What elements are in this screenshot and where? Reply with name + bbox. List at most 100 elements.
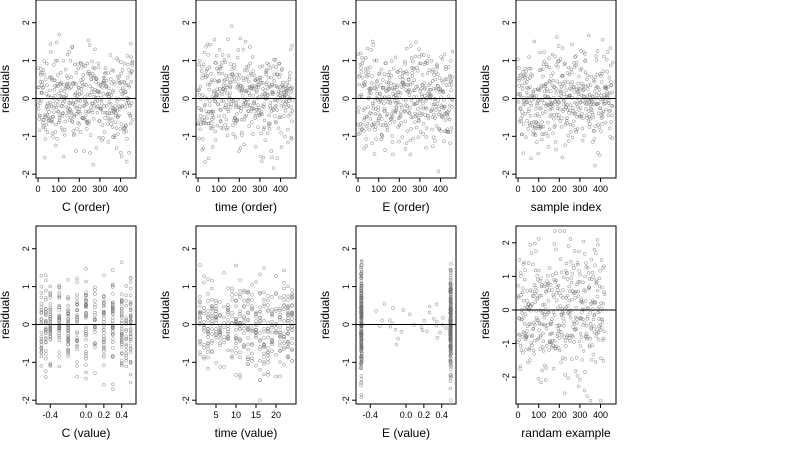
data-point xyxy=(261,155,266,160)
data-point xyxy=(206,313,210,317)
data-point xyxy=(359,365,363,370)
data-point xyxy=(546,273,550,278)
data-point xyxy=(396,336,400,341)
data-point xyxy=(258,337,262,342)
data-point xyxy=(124,351,128,356)
data-point xyxy=(258,368,262,372)
data-point xyxy=(588,322,593,326)
data-point xyxy=(601,336,606,341)
data-point xyxy=(87,69,91,74)
data-point xyxy=(43,127,48,132)
data-point xyxy=(369,48,374,52)
data-point xyxy=(388,318,392,322)
data-point xyxy=(258,305,262,310)
data-point xyxy=(75,280,79,284)
data-point xyxy=(449,315,453,320)
data-point xyxy=(102,340,106,344)
data-point xyxy=(569,276,574,280)
data-point xyxy=(235,118,240,122)
data-point xyxy=(559,360,563,365)
data-point xyxy=(124,124,128,128)
data-point xyxy=(48,312,53,316)
data-point xyxy=(198,310,202,315)
data-point xyxy=(40,80,45,84)
data-point xyxy=(390,134,394,138)
data-point xyxy=(256,125,260,130)
data-point xyxy=(549,89,553,93)
data-point xyxy=(266,335,270,340)
data-point xyxy=(557,107,562,111)
data-point xyxy=(44,318,48,323)
data-point xyxy=(290,85,295,90)
data-point xyxy=(44,375,48,379)
data-point xyxy=(525,118,529,123)
data-point xyxy=(448,339,453,344)
data-point xyxy=(124,129,128,134)
plot-frame xyxy=(195,225,297,405)
data-point xyxy=(609,80,613,84)
data-point xyxy=(551,95,556,100)
data-point xyxy=(448,337,453,341)
data-point xyxy=(380,135,385,139)
data-point xyxy=(359,377,364,381)
data-point xyxy=(290,288,294,292)
data-point xyxy=(90,110,95,115)
data-point xyxy=(250,298,254,302)
data-point xyxy=(57,325,61,330)
data-point xyxy=(57,364,61,369)
data-point xyxy=(286,308,290,313)
data-point xyxy=(225,77,230,82)
data-point xyxy=(238,36,243,41)
y-tick-label: 1 xyxy=(181,58,191,63)
data-point xyxy=(391,108,396,113)
data-point xyxy=(530,74,535,78)
x-tick-label: 0 xyxy=(356,184,361,194)
data-point xyxy=(540,282,544,287)
data-point xyxy=(441,80,445,84)
data-point xyxy=(221,126,225,131)
data-point xyxy=(516,295,521,300)
data-point xyxy=(596,151,600,155)
data-point xyxy=(534,289,539,293)
data-point xyxy=(69,75,74,80)
data-point xyxy=(602,290,606,294)
data-point xyxy=(214,329,218,334)
data-point xyxy=(113,81,117,86)
y-tick-label: 0 xyxy=(181,96,191,101)
data-point xyxy=(242,299,246,303)
data-point xyxy=(243,39,248,44)
data-point xyxy=(266,373,270,377)
data-point xyxy=(526,86,531,90)
data-point xyxy=(374,107,378,111)
data-point xyxy=(198,300,202,305)
data-point xyxy=(290,325,294,329)
data-point xyxy=(579,297,584,302)
data-point xyxy=(231,98,235,103)
data-point xyxy=(254,322,258,326)
data-point xyxy=(273,114,277,118)
data-point xyxy=(518,343,523,348)
data-point xyxy=(234,346,238,350)
data-point xyxy=(517,338,522,342)
data-point xyxy=(561,288,565,292)
data-point xyxy=(240,87,244,91)
data-point xyxy=(43,137,48,141)
data-point xyxy=(565,277,570,281)
x-tick-label: 400 xyxy=(113,184,128,194)
data-point xyxy=(581,239,586,244)
data-point xyxy=(74,70,79,75)
data-point xyxy=(556,346,561,350)
data-point xyxy=(563,339,568,343)
data-point xyxy=(254,280,258,284)
data-point xyxy=(119,340,124,344)
data-point xyxy=(588,103,592,107)
data-point xyxy=(603,99,607,103)
data-point xyxy=(101,92,105,96)
y-tick-label: -2 xyxy=(181,396,191,404)
data-point xyxy=(226,107,230,112)
data-point xyxy=(118,89,123,93)
data-point xyxy=(526,93,530,98)
data-point xyxy=(202,346,206,350)
data-point xyxy=(111,282,115,287)
data-point xyxy=(398,114,403,118)
